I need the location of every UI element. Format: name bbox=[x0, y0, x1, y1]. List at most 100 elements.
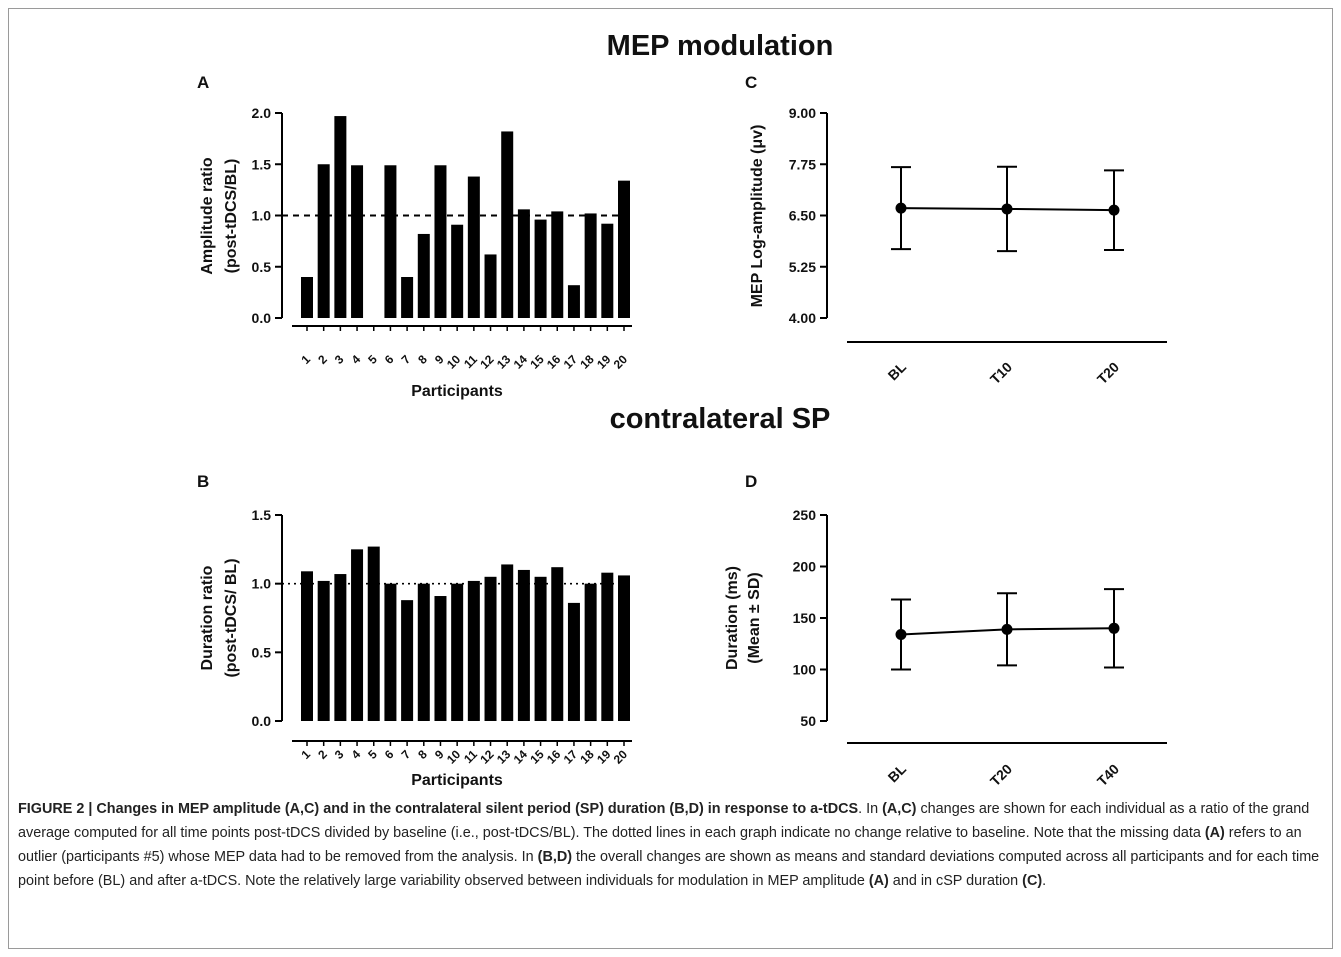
x-tick-label: 1 bbox=[298, 352, 313, 367]
y-tick-label: 1.0 bbox=[252, 208, 272, 224]
y-tick-label: 250 bbox=[793, 507, 817, 523]
caption-text: changes are shown for each individual as… bbox=[18, 801, 1310, 841]
y-tick-label: 0.0 bbox=[252, 310, 272, 326]
x-axis-label: Participants bbox=[411, 772, 503, 789]
panel-b: B 0.0 0.5 1.0 1.5 Duration ratio (post-tDCS/ B… bbox=[197, 472, 632, 789]
bar-8 bbox=[417, 583, 430, 721]
bar-4 bbox=[351, 549, 364, 721]
x-tick-label: BL bbox=[885, 358, 910, 383]
panel-a: A 0.0 0.5 1.0 1.5 2.0 Amplitude ratio (post-tDC… bbox=[197, 73, 632, 400]
y-tick-label: 6.50 bbox=[789, 208, 816, 224]
y-tick-label: 50 bbox=[800, 713, 816, 729]
data-point-T10 bbox=[1001, 203, 1013, 215]
section-title-sp: contralateral SP bbox=[610, 403, 831, 435]
caption-ref: (A,C) bbox=[882, 801, 917, 817]
bar-8 bbox=[417, 233, 430, 318]
y-tick-label: 1.5 bbox=[252, 507, 272, 523]
bar-10 bbox=[451, 224, 464, 318]
bar-13 bbox=[501, 131, 514, 318]
data-point-T20 bbox=[1001, 623, 1013, 635]
y-tick-label: 9.00 bbox=[789, 105, 816, 121]
x-tick-label: 5 bbox=[365, 352, 380, 367]
y-tick-label: 200 bbox=[793, 559, 817, 575]
bar-4 bbox=[351, 165, 364, 318]
figure-frame bbox=[8, 8, 1333, 949]
caption-text: refers to an outlier (participants #5) w… bbox=[18, 825, 1302, 865]
bar-3 bbox=[334, 574, 347, 721]
bar-10 bbox=[451, 583, 464, 721]
bar-11 bbox=[467, 176, 480, 318]
bar-3 bbox=[334, 116, 347, 318]
x-tick-label: T20 bbox=[1094, 359, 1123, 388]
caption-text: and in cSP duration bbox=[888, 873, 1023, 889]
caption-ref: (A) bbox=[1204, 825, 1225, 841]
bar-17 bbox=[567, 602, 580, 721]
data-point-BL bbox=[895, 628, 907, 640]
bar-1 bbox=[301, 571, 313, 721]
x-axis-label: Participants bbox=[411, 383, 503, 400]
x-tick-label: 3 bbox=[332, 352, 347, 367]
y-tick-label: 2.0 bbox=[252, 105, 272, 121]
caption-title: FIGURE 2 | Changes in MEP amplitude (A,C… bbox=[18, 801, 859, 817]
panel-d: D 50 100 150 200 250 Duration (ms) (Mean ± SD) B… bbox=[724, 472, 1167, 789]
data-point-T40 bbox=[1108, 622, 1120, 634]
y-tick-label: 5.25 bbox=[789, 259, 816, 275]
bar-7 bbox=[401, 600, 414, 721]
caption-text: the overall changes are shown as means a… bbox=[18, 849, 1320, 889]
x-tick-label: 4 bbox=[349, 747, 364, 762]
bar-18 bbox=[584, 213, 597, 318]
bar-13 bbox=[501, 564, 514, 721]
y-axis-label: MEP Log-amplitude (μv) bbox=[749, 125, 766, 308]
bar-17 bbox=[567, 285, 580, 318]
x-tick-label: T10 bbox=[987, 359, 1016, 388]
x-tick-label: 9 bbox=[432, 747, 447, 762]
y-tick-label: 1.5 bbox=[252, 156, 272, 172]
caption-ref: (A) bbox=[868, 873, 889, 889]
figure-caption: FIGURE 2 | Changes in MEP amplitude (A,C… bbox=[18, 797, 1336, 893]
y-tick-label: 0.5 bbox=[252, 644, 272, 660]
y-axis-label: (Mean ± SD) bbox=[746, 572, 763, 663]
bar-12 bbox=[484, 254, 497, 318]
panel-letter-a: A bbox=[197, 73, 209, 92]
x-tick-label: 8 bbox=[415, 747, 430, 762]
bar-18 bbox=[584, 583, 597, 721]
caption-ref: (B,D) bbox=[537, 849, 573, 865]
y-axis-label: (post-tDCS/ BL) bbox=[223, 558, 240, 677]
panel-letter-d: D bbox=[745, 472, 757, 491]
x-tick-label: 1 bbox=[298, 747, 313, 762]
bar-16 bbox=[551, 567, 564, 721]
x-tick-label: 5 bbox=[365, 747, 380, 762]
bar-2 bbox=[317, 580, 330, 721]
bar-15 bbox=[534, 219, 547, 318]
x-tick-label: T40 bbox=[1094, 761, 1123, 790]
bar-20 bbox=[618, 575, 630, 721]
x-tick-label: 2 bbox=[315, 352, 330, 367]
bar-14 bbox=[517, 569, 530, 721]
caption-text: . In bbox=[858, 801, 883, 817]
y-tick-label: 100 bbox=[793, 662, 817, 678]
section-title-mep: MEP modulation bbox=[607, 30, 834, 62]
data-point-T20 bbox=[1108, 204, 1120, 216]
bar-9 bbox=[434, 596, 447, 721]
x-tick-label: 6 bbox=[382, 747, 397, 762]
y-tick-label: 1.0 bbox=[252, 576, 272, 592]
y-axis-label: Amplitude ratio bbox=[199, 157, 216, 275]
y-axis-label: (post-tDCS/BL) bbox=[223, 159, 240, 274]
x-tick-label: 4 bbox=[349, 352, 364, 367]
caption-text: . bbox=[1042, 873, 1047, 889]
y-axis-label: Duration ratio bbox=[199, 565, 216, 670]
bar-6 bbox=[384, 165, 397, 318]
bar-20 bbox=[618, 180, 630, 318]
bar-12 bbox=[484, 576, 497, 721]
bar-19 bbox=[601, 223, 614, 318]
bar-1 bbox=[301, 277, 313, 318]
x-tick-label: 6 bbox=[382, 352, 397, 367]
x-tick-label: 3 bbox=[332, 747, 347, 762]
panel-c: C 4.00 5.25 6.50 7.75 9.00 MEP Log-amplitude (… bbox=[745, 73, 1167, 387]
x-tick-label: 9 bbox=[432, 352, 447, 367]
data-point-BL bbox=[895, 202, 907, 214]
bar-16 bbox=[551, 211, 564, 318]
x-tick-label: 7 bbox=[399, 747, 414, 762]
y-tick-label: 4.00 bbox=[789, 310, 816, 326]
bar-15 bbox=[534, 576, 547, 721]
